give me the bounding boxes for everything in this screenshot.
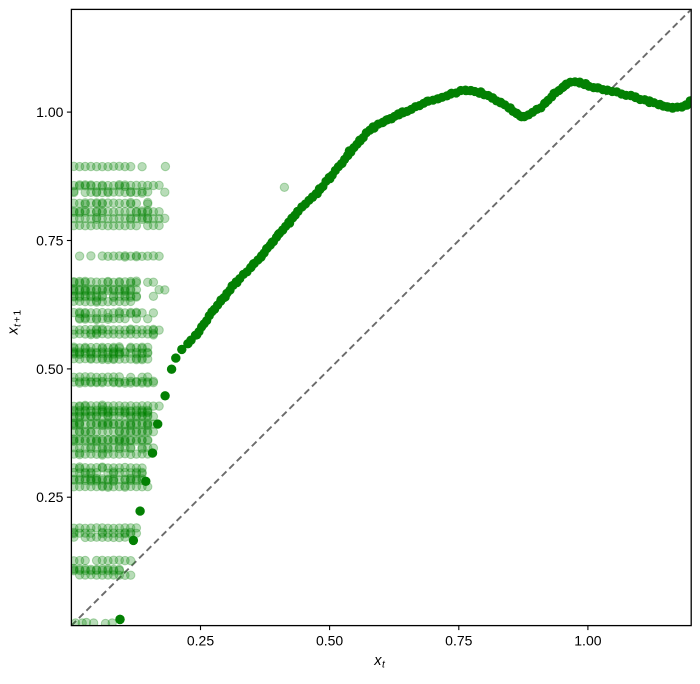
svg-text:xt+1: xt+1 bbox=[6, 309, 24, 335]
svg-text:1.00: 1.00 bbox=[574, 633, 601, 649]
svg-text:0.25: 0.25 bbox=[187, 633, 214, 649]
svg-text:0.50: 0.50 bbox=[316, 633, 343, 649]
svg-text:0.50: 0.50 bbox=[36, 361, 63, 377]
svg-text:1.00: 1.00 bbox=[36, 104, 63, 120]
svg-text:0.75: 0.75 bbox=[36, 232, 63, 248]
svg-text:0.25: 0.25 bbox=[36, 489, 63, 505]
svg-text:xt: xt bbox=[373, 653, 386, 671]
svg-text:0.75: 0.75 bbox=[445, 633, 472, 649]
